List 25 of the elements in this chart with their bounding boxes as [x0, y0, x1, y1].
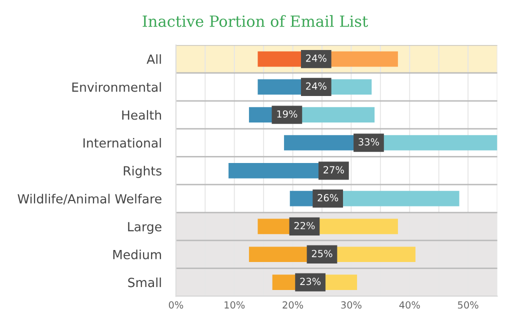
annotation: 25%: [312, 250, 332, 258]
x-tick-label: 50%: [458, 301, 478, 309]
annotation: 23%: [300, 278, 321, 286]
annotation: 26%: [318, 194, 338, 202]
y-tick-label: Medium: [113, 250, 161, 260]
x-tick-label: 20%: [282, 301, 304, 309]
y-tick-label: Small: [128, 278, 161, 288]
x-tick-label: 40%: [399, 301, 420, 309]
y-tick-label: Rights: [124, 166, 162, 178]
annotation: 24%: [306, 82, 326, 90]
y-tick-label: International: [84, 138, 161, 148]
annotation: 19%: [277, 110, 298, 118]
annotation: 22%: [294, 222, 315, 230]
x-tick-label: 0%: [168, 301, 184, 309]
y-tick-label: Environmental: [72, 82, 161, 92]
x-tick-label: 10%: [224, 301, 245, 309]
y-tick-label: Wildlife/Animal Welfare: [18, 194, 162, 204]
x-tick-label: 30%: [341, 301, 362, 309]
annotation: 33%: [358, 138, 379, 146]
y-tick-label: Large: [128, 222, 162, 234]
annotation: 27%: [324, 166, 344, 174]
annotation: 24%: [306, 54, 326, 62]
y-tick-label: All: [146, 54, 161, 64]
chart-title: Inactive Portion of Email List: [142, 15, 368, 27]
y-tick-label: Health: [122, 110, 161, 120]
